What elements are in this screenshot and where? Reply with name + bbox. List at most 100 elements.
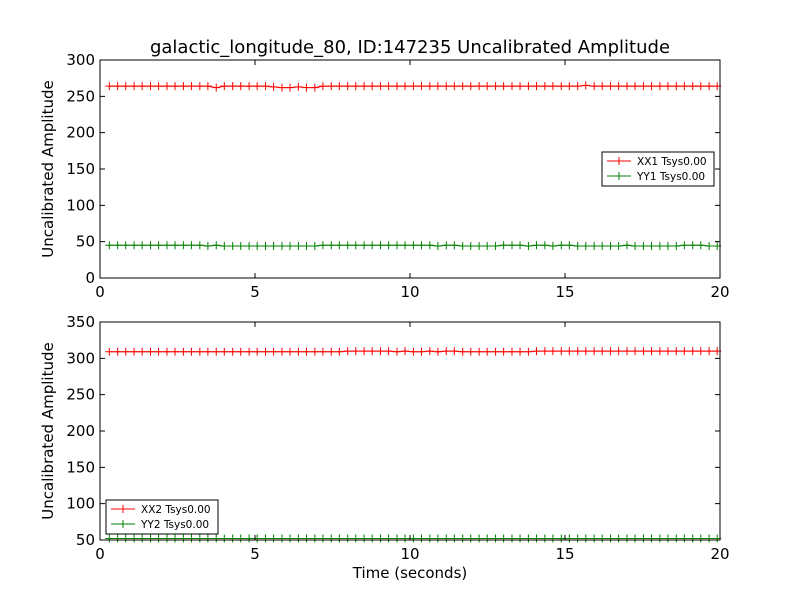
data-point: [680, 347, 689, 356]
data-point: [327, 82, 336, 91]
data-point: [286, 347, 295, 356]
data-point: [614, 242, 623, 251]
data-point: [318, 534, 327, 543]
data-point: [409, 347, 418, 356]
data-point: [212, 534, 221, 543]
data-point: [590, 347, 599, 356]
data-point: [154, 347, 163, 356]
data-point: [425, 347, 434, 356]
data-point: [318, 82, 327, 91]
data-point: [220, 534, 229, 543]
data-point: [442, 347, 451, 356]
data-point: [130, 241, 139, 250]
data-point: [557, 347, 566, 356]
x-tick-label: 5: [250, 283, 260, 301]
data-point: [442, 241, 451, 250]
data-point: [121, 534, 130, 543]
data-point: [483, 242, 492, 251]
data-point: [417, 534, 426, 543]
data-point: [483, 534, 492, 543]
data-point: [392, 241, 401, 250]
data-point: [187, 241, 196, 250]
chart-title: galactic_longitude_80, ID:147235 Uncalib…: [150, 37, 670, 58]
data-point: [220, 82, 229, 91]
data-point: [507, 241, 516, 250]
data-point: [688, 82, 697, 91]
data-point: [179, 534, 188, 543]
data-point: [138, 534, 147, 543]
data-point: [162, 347, 171, 356]
data-point: [598, 534, 607, 543]
data-point: [384, 82, 393, 91]
data-point: [655, 534, 664, 543]
y-tick-label: 300: [66, 349, 95, 367]
data-point: [212, 83, 221, 92]
legend-frame: [105, 499, 219, 535]
data-point: [688, 241, 697, 250]
data-point: [392, 347, 401, 356]
data-point: [401, 82, 410, 91]
data-point: [154, 534, 163, 543]
data-point: [294, 242, 303, 251]
data-point: [384, 241, 393, 250]
data-point: [639, 82, 648, 91]
data-point: [360, 534, 369, 543]
data-point: [458, 347, 467, 356]
data-point: [376, 241, 385, 250]
data-point: [253, 242, 262, 251]
data-point: [294, 534, 303, 543]
data-point: [286, 83, 295, 92]
data-point: [409, 82, 418, 91]
data-point: [631, 347, 640, 356]
data-point: [384, 534, 393, 543]
x-tick-label: 20: [710, 283, 729, 301]
data-point: [360, 241, 369, 250]
data-point: [475, 534, 484, 543]
data-point: [516, 82, 525, 91]
data-point: [516, 241, 525, 250]
data-point: [269, 242, 278, 251]
data-point: [705, 347, 714, 356]
data-point: [663, 242, 672, 251]
data-point: [458, 82, 467, 91]
data-point: [277, 534, 286, 543]
data-point: [433, 82, 442, 91]
data-point: [581, 81, 590, 90]
data-point: [195, 534, 204, 543]
y-axis-label: Uncalibrated Amplitude: [39, 80, 57, 257]
data-point: [573, 242, 582, 251]
data-point: [195, 241, 204, 250]
data-point: [236, 242, 245, 251]
data-point: [401, 347, 410, 356]
data-point: [466, 347, 475, 356]
data-point: [672, 242, 681, 251]
data-point: [623, 534, 631, 543]
x-tick-label: 10: [400, 545, 419, 563]
data-point: [236, 347, 245, 356]
legend-marker: [607, 172, 631, 180]
data-point: [466, 242, 475, 251]
data-point: [499, 347, 508, 356]
data-point: [532, 534, 541, 543]
data-point: [623, 82, 631, 91]
data-point: [269, 82, 278, 91]
series-xx1: [105, 81, 722, 92]
data-point: [351, 347, 360, 356]
data-point: [548, 347, 557, 356]
data-point: [409, 241, 418, 250]
data-point: [573, 82, 582, 91]
data-point: [524, 242, 533, 251]
y-tick-label: 50: [76, 233, 95, 251]
data-point: [614, 347, 623, 356]
data-point: [310, 242, 319, 251]
data-point: [351, 241, 360, 250]
y-tick-label: 50: [76, 531, 95, 549]
data-point: [335, 347, 344, 356]
data-point: [228, 242, 237, 251]
data-point: [253, 534, 262, 543]
data-point: [524, 347, 533, 356]
data-point: [491, 347, 500, 356]
data-point: [623, 347, 631, 356]
data-point: [425, 241, 434, 250]
